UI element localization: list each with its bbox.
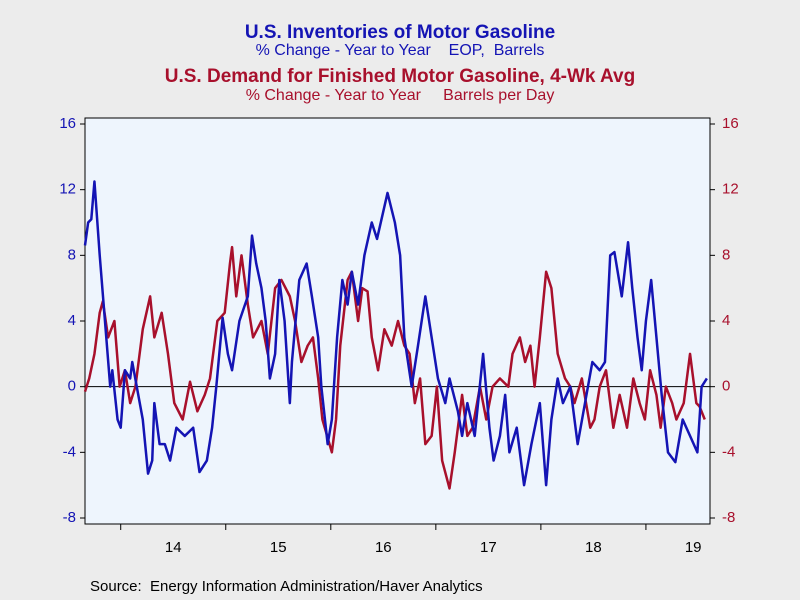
x-tick-label: 19 bbox=[685, 539, 702, 556]
x-tick-label: 15 bbox=[270, 539, 287, 556]
x-tick-label: 18 bbox=[585, 539, 602, 556]
series-title: U.S. Demand for Finished Motor Gasoline,… bbox=[165, 66, 635, 87]
series-subtitle: % Change - Year to Year Barrels per Day bbox=[246, 87, 555, 104]
y-tick-label: 4 bbox=[68, 312, 76, 329]
series-title: U.S. Inventories of Motor Gasoline bbox=[245, 22, 555, 43]
series-line bbox=[83, 245, 706, 490]
y-tick-label: 16 bbox=[59, 115, 76, 132]
y-tick-label: 8 bbox=[68, 246, 76, 263]
x-tick-label: 16 bbox=[375, 539, 392, 556]
y-tick-label: -4 bbox=[63, 443, 76, 460]
x-tick-label: 17 bbox=[480, 539, 497, 556]
y2-tick-label: -4 bbox=[722, 443, 735, 460]
series-line bbox=[83, 180, 708, 487]
x-tick-label: 14 bbox=[165, 539, 182, 556]
y-tick-label: -8 bbox=[63, 509, 76, 526]
y2-tick-label: 4 bbox=[722, 312, 730, 329]
y2-tick-label: 8 bbox=[722, 246, 730, 263]
y-tick-label: 12 bbox=[59, 181, 76, 198]
y2-tick-label: 16 bbox=[722, 115, 739, 132]
y2-tick-label: 12 bbox=[722, 181, 739, 198]
series-subtitle: % Change - Year to Year EOP, Barrels bbox=[256, 42, 545, 59]
y-tick-label: 0 bbox=[68, 378, 76, 395]
y2-tick-label: 0 bbox=[722, 378, 730, 395]
source-note: Source: Energy Information Administratio… bbox=[90, 578, 483, 595]
y2-tick-label: -8 bbox=[722, 509, 735, 526]
